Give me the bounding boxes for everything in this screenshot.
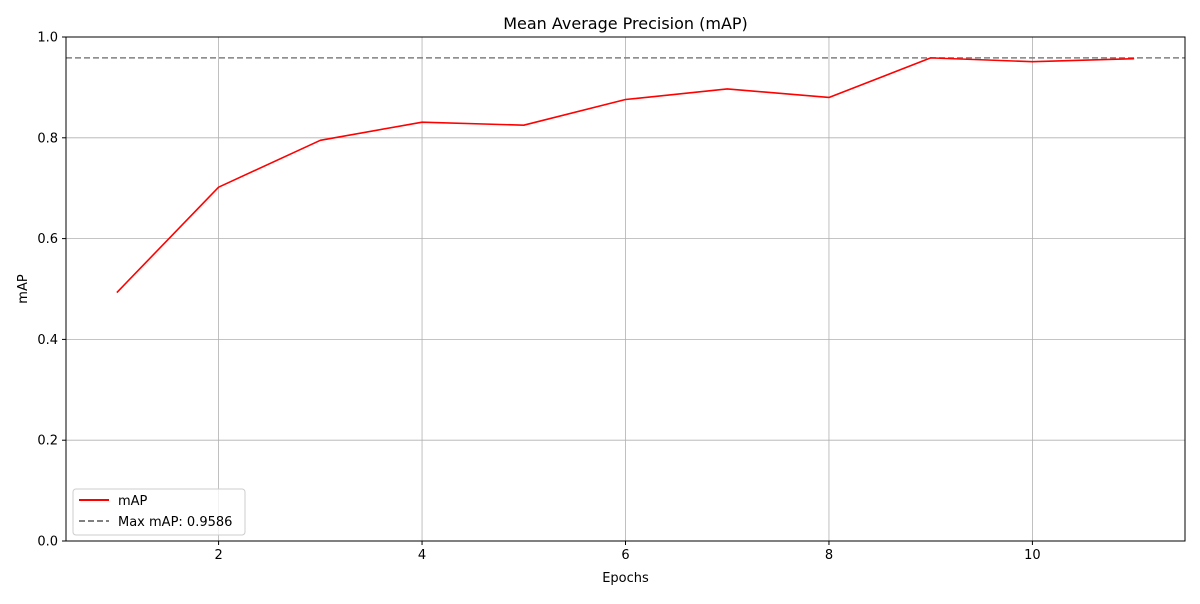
y-tick-label: 0.2 [37,434,58,449]
x-tick-label: 4 [418,548,426,563]
y-tick-label: 0.8 [37,131,58,146]
y-tick-label: 0.6 [37,232,58,247]
y-tick-label: 0.0 [37,535,58,550]
x-axis-ticks: 2 4 6 8 10 [214,541,1040,563]
x-tick-label: 6 [621,548,629,563]
y-tick-label: 1.0 [37,31,58,46]
chart-title: Mean Average Precision (mAP) [503,14,748,33]
grid-lines [66,37,1185,541]
x-tick-label: 2 [214,548,222,563]
legend-entry-max-map: Max mAP: 0.9586 [118,515,232,530]
x-tick-label: 8 [825,548,833,563]
x-tick-label: 10 [1024,548,1041,563]
y-tick-label: 0.4 [37,333,58,348]
legend-entry-map: mAP [118,494,148,509]
y-axis-label: mAP [16,274,31,304]
legend: mAP Max mAP: 0.9586 [73,489,245,535]
x-axis-label: Epochs [602,571,649,586]
y-axis-ticks: 0.0 0.2 0.4 0.6 0.8 1.0 [37,31,66,550]
